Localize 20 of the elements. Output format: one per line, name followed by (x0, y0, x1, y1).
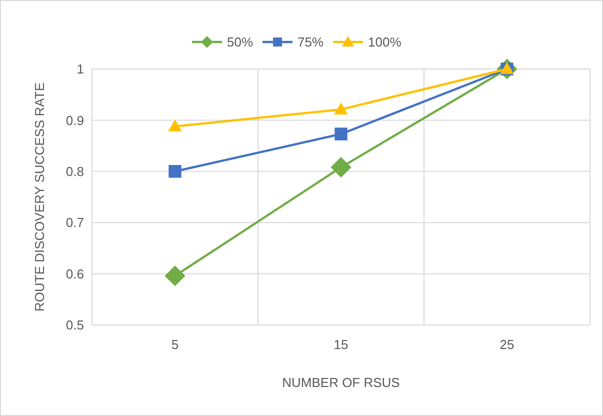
legend-label: 75% (298, 34, 324, 50)
x-tick-label: 25 (500, 337, 514, 352)
point (334, 128, 348, 140)
y-axis-title: ROUTE DISCOVERY SUCCESS RATE (32, 82, 47, 312)
x-tick-label: 5 (171, 337, 179, 352)
y-tick-label: 0.6 (66, 266, 84, 282)
y-tick-label: 1 (76, 62, 84, 77)
legend-label: 100% (368, 34, 402, 50)
point (168, 120, 182, 132)
point (168, 165, 182, 178)
legend-label: 50% (227, 34, 254, 50)
point (164, 266, 186, 286)
point (330, 157, 352, 178)
y-tick-label: 0.9 (66, 112, 84, 128)
x-tick-label: 15 (334, 337, 348, 352)
point (334, 102, 348, 114)
y-tick-label: 0.7 (66, 215, 84, 230)
x-axis-title: NUMBER OF RSUS (282, 375, 400, 390)
y-tick-label: 0.5 (66, 318, 84, 333)
y-tick-label: 0.8 (66, 164, 84, 179)
